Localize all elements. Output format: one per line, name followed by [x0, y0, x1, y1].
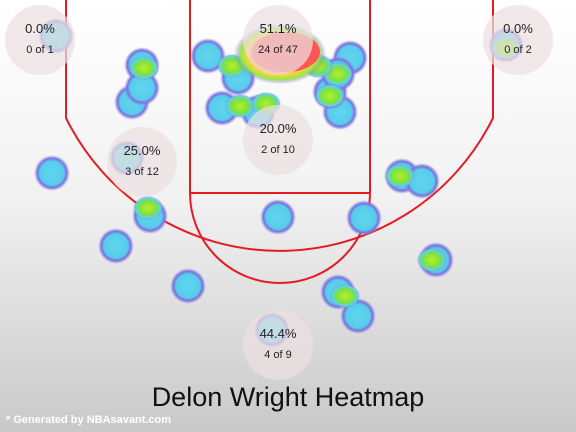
- shot-spot-warm: [225, 94, 255, 118]
- zone-pct: 25.0%: [107, 143, 177, 158]
- shot-spot: [98, 228, 134, 264]
- shot-spot-warm: [315, 84, 345, 108]
- zone-right-corner-three: 0.0% 0 of 2: [483, 5, 553, 75]
- shot-spot: [34, 155, 70, 191]
- zone-paint-non-ra: 20.0% 2 of 10: [243, 105, 313, 175]
- zone-pct: 44.4%: [243, 326, 313, 341]
- zone-attempts: 0 of 1: [5, 44, 75, 56]
- zone-restricted-area: 51.1% 24 of 47: [243, 5, 313, 75]
- zone-pct: 0.0%: [5, 21, 75, 36]
- shot-spot: [260, 199, 296, 235]
- zone-left-corner-three: 0.0% 0 of 1: [5, 5, 75, 75]
- shot-spot-warm: [133, 196, 163, 220]
- shot-spot: [170, 268, 206, 304]
- zone-pct: 0.0%: [483, 21, 553, 36]
- zone-attempts: 2 of 10: [243, 144, 313, 156]
- shot-spot-warm: [330, 284, 360, 308]
- zone-above-break-three: 44.4% 4 of 9: [243, 310, 313, 380]
- zone-attempts: 4 of 9: [243, 349, 313, 361]
- shot-spot-warm: [129, 56, 159, 80]
- credit-text: * Generated by NBAsavant.com: [6, 414, 171, 426]
- shot-spot-warm: [385, 164, 415, 188]
- zone-pct: 51.1%: [243, 21, 313, 36]
- shot-spot-warm: [417, 248, 447, 272]
- chart-title: Delon Wright Heatmap: [0, 382, 576, 413]
- shot-spot: [346, 200, 382, 236]
- zone-pct: 20.0%: [243, 121, 313, 136]
- zone-left-mid-range: 25.0% 3 of 12: [107, 127, 177, 197]
- zone-attempts: 0 of 2: [483, 44, 553, 56]
- zone-attempts: 3 of 12: [107, 166, 177, 178]
- zone-attempts: 24 of 47: [243, 44, 313, 56]
